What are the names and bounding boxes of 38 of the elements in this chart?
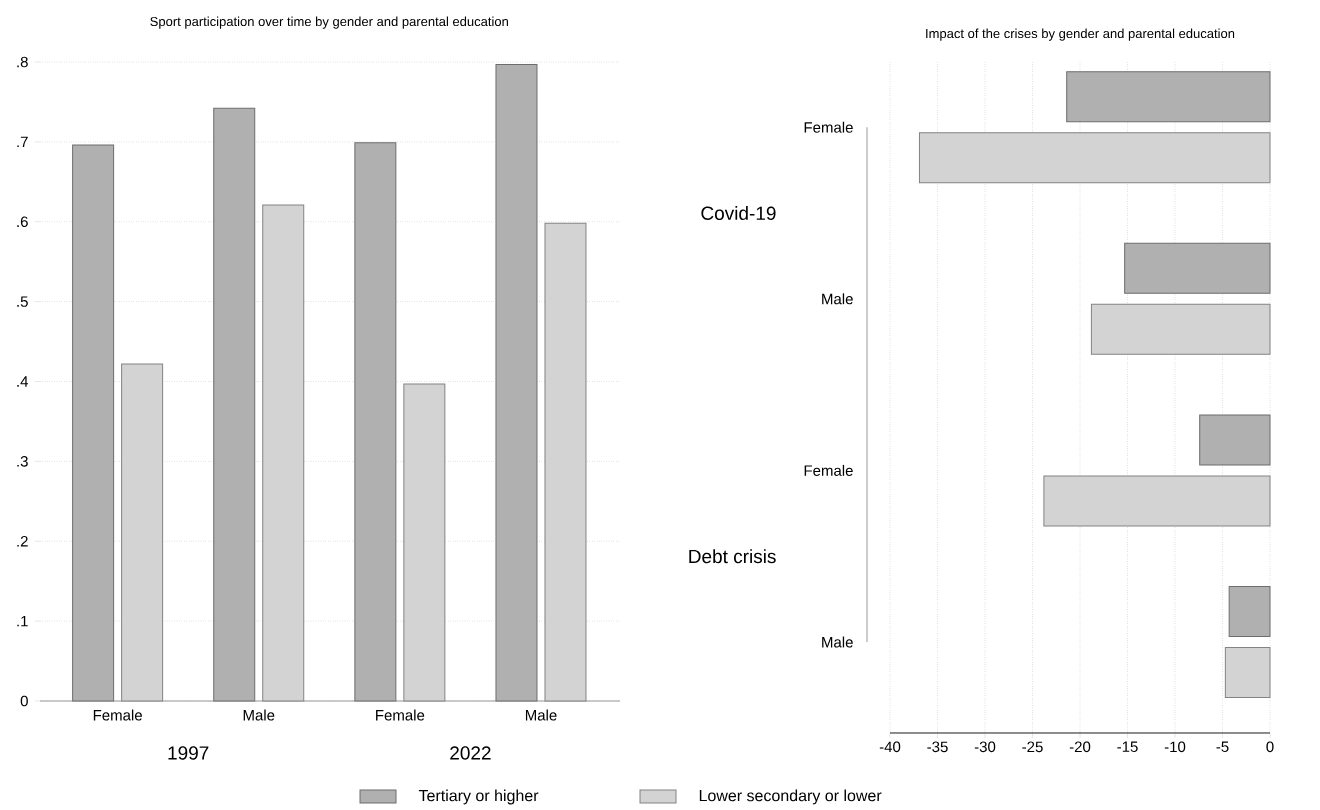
x-tick-label: -10 bbox=[1164, 741, 1186, 753]
y-tick-label: .8 bbox=[17, 56, 28, 68]
text: Covid-19 bbox=[701, 206, 776, 220]
x-tick-label: -30 bbox=[974, 741, 996, 753]
chart-title: Sport participation over time by gender and parental education bbox=[150, 16, 508, 29]
bar bbox=[121, 363, 164, 702]
text: 2022 bbox=[450, 746, 491, 760]
x-tick-label: -25 bbox=[1022, 741, 1043, 753]
x-tick-label: -5 bbox=[1216, 741, 1229, 752]
x-tick-label: -35 bbox=[927, 741, 948, 753]
x-tick-label: Female bbox=[376, 709, 425, 721]
y-tick-label: .4 bbox=[17, 376, 29, 387]
y-tick-label: .3 bbox=[17, 456, 28, 467]
text: Debt crisis bbox=[689, 549, 776, 564]
y-tick-label: Female bbox=[804, 464, 853, 476]
bar bbox=[403, 383, 446, 702]
y-tick-label: .2 bbox=[17, 536, 28, 547]
bar bbox=[262, 204, 305, 702]
y-tick-label: Male bbox=[822, 636, 853, 648]
y-tick-label: .1 bbox=[17, 615, 28, 627]
y-tick-label: .5 bbox=[17, 296, 28, 307]
x-tick-label: -15 bbox=[1117, 741, 1138, 752]
y-tick-label: .7 bbox=[17, 136, 28, 148]
legend-label: Tertiary or higher bbox=[418, 789, 539, 805]
x-tick-label: -40 bbox=[879, 741, 901, 753]
x-tick-label: Female bbox=[93, 709, 142, 721]
x-tick-label: Male bbox=[525, 709, 557, 721]
y-tick-label: .6 bbox=[17, 216, 28, 228]
y-tick-label: 0 bbox=[20, 695, 28, 707]
text: 1997 bbox=[168, 746, 209, 760]
chart-title: Impact of the crises by gender and parental education bbox=[926, 28, 1235, 41]
y-tick-label: Female bbox=[804, 121, 853, 133]
x-tick-label: 0 bbox=[1266, 741, 1274, 753]
x-tick-label: -20 bbox=[1069, 741, 1091, 753]
bar bbox=[544, 222, 587, 702]
x-tick-label: Male bbox=[243, 709, 275, 721]
legend-label: Lower secondary or lower bbox=[699, 789, 882, 805]
y-tick-label: Male bbox=[822, 293, 853, 305]
